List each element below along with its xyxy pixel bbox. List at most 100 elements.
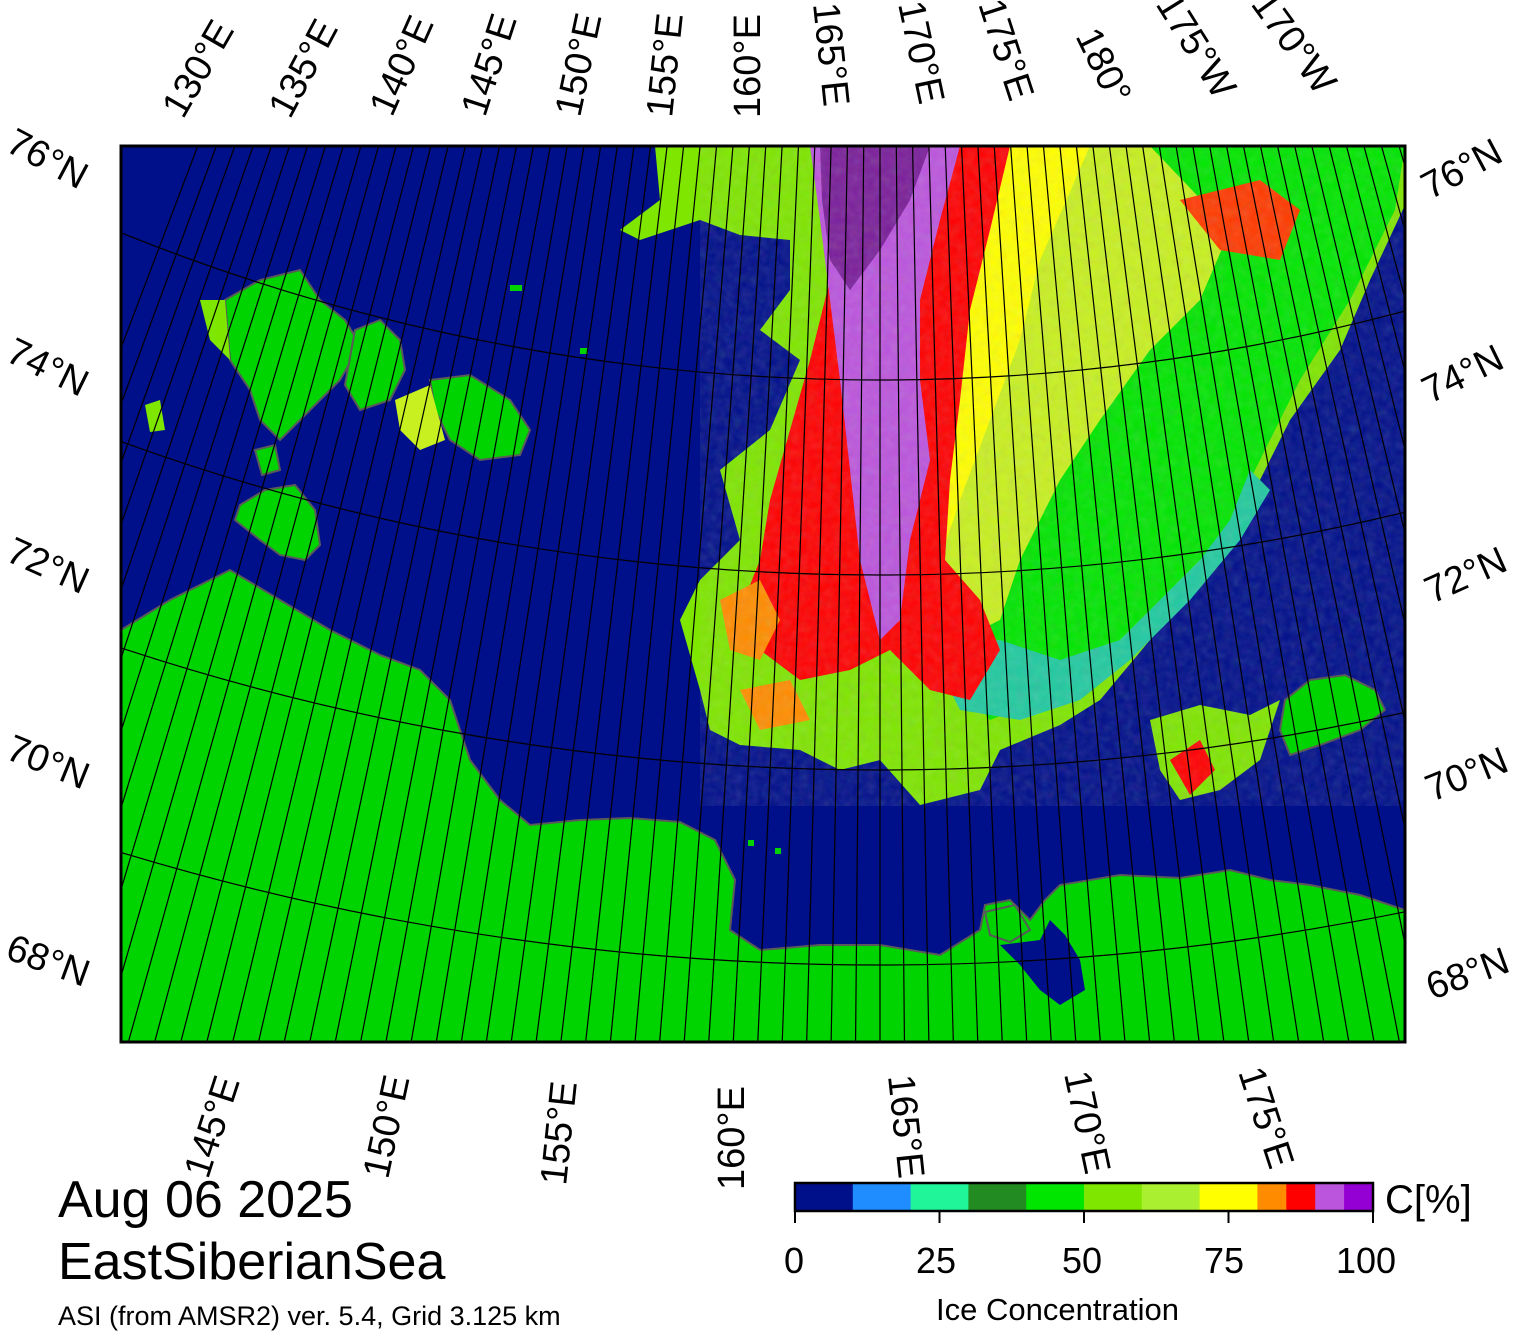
legend-unit: C[%] [1385, 1178, 1472, 1222]
date-label: Aug 06 2025 [58, 1171, 353, 1229]
meridian-line [806, 146, 832, 1042]
colorbar-segment [1257, 1183, 1287, 1211]
meridian-line [1380, 146, 1405, 233]
colorbar-segment [1026, 1183, 1085, 1211]
top-lon-label: 170°E [889, 0, 952, 108]
map-area [121, 146, 1405, 1042]
top-lon-label: 150°E [548, 9, 611, 119]
meridian-line [127, 146, 380, 1042]
small-islet-west [145, 400, 165, 432]
right-lat-label: 76°N [1415, 131, 1510, 208]
meridian-line [121, 146, 344, 892]
islet-b [510, 285, 522, 291]
source-label: ASI (from AMSR2) ver. 5.4, Grid 3.125 km [58, 1301, 561, 1331]
meridian-line [283, 146, 484, 1042]
meridian-line [1209, 146, 1375, 1042]
strip-island [395, 385, 445, 450]
meridian-line [1363, 146, 1405, 301]
meridian-line [385, 146, 551, 1042]
colorbar-tick-label: 0 [784, 1240, 805, 1281]
meridian-line [232, 146, 449, 1042]
meridian-line [781, 146, 816, 1042]
colorbar-segment [852, 1183, 912, 1211]
meridian-line [1075, 146, 1175, 1042]
meridian-line [535, 146, 652, 1042]
left-lat-label: 70°N [1, 727, 95, 798]
bottom-lon-label: 150°E [356, 1071, 419, 1181]
colorbar-tick-label: 25 [916, 1240, 957, 1281]
right-lat-label: 70°N [1420, 740, 1514, 811]
colorbar-tick-label: 50 [1062, 1240, 1103, 1281]
bottom-lon-label: 165°E [879, 1073, 932, 1181]
ice-texture [700, 146, 1405, 806]
meridian-line [334, 146, 518, 1042]
islet-c [748, 840, 754, 846]
meridian-line [121, 146, 327, 811]
meridian-line [1142, 146, 1275, 1042]
colorbar-segment [1141, 1183, 1201, 1211]
bottom-lon-label: 170°E [1055, 1067, 1118, 1177]
meridian-line [830, 146, 848, 1042]
meridian-line [732, 146, 783, 1042]
colorbar-segment [1315, 1183, 1345, 1211]
meridian-line [1311, 146, 1405, 536]
meridian-line [1345, 146, 1405, 374]
meridian-line [1092, 146, 1200, 1042]
top-lon-label: 155°E [639, 11, 692, 119]
meridian-line [1276, 146, 1405, 725]
meridian-line [960, 146, 1003, 1042]
meridian-line [1108, 146, 1225, 1042]
meridian-line [1294, 146, 1405, 627]
meridian-line [912, 146, 930, 1042]
top-lon-label: 160°E [727, 14, 769, 118]
top-lon-label: 130°E [154, 13, 242, 124]
bottom-lon-label: 155°E [533, 1079, 586, 1187]
colorbar-segment [1286, 1183, 1316, 1211]
top-lon-label: 165°E [804, 1, 857, 109]
meridian-line [154, 146, 397, 1042]
chaun-bay [1000, 920, 1085, 1005]
bottom-lon-label: 145°E [177, 1071, 249, 1183]
bottom-lon-label: 160°E [711, 1086, 753, 1190]
meridian-line [1059, 146, 1151, 1042]
colorbar-segment [968, 1183, 1027, 1211]
meridian-line [360, 146, 535, 1042]
meridian-line [708, 146, 767, 1042]
meridian-line [121, 146, 362, 979]
meridian-line [1259, 146, 1405, 832]
meridian-line [977, 146, 1028, 1042]
meridian-line [1242, 146, 1405, 948]
meridian-line [121, 146, 309, 734]
fringe-kotelny [200, 300, 230, 360]
meridian-line [585, 146, 685, 1042]
wrangel-island [1278, 673, 1387, 757]
right-latitude-labels: 76°N 74°N 72°N 70°N 68°N [1415, 131, 1515, 1008]
meridian-line [309, 146, 501, 1042]
meridian-line [1158, 146, 1300, 1042]
meridian-line [410, 146, 568, 1042]
meridian-line [895, 146, 906, 1042]
meridian-line [609, 146, 701, 1042]
colorbar-segment [1199, 1183, 1258, 1211]
meridian-line [1042, 146, 1126, 1042]
top-lon-label: 175°E [969, 0, 1041, 106]
left-lat-label: 72°N [0, 530, 95, 603]
meridian-line [435, 146, 585, 1042]
legend-title: Ice Concentration [936, 1292, 1179, 1327]
top-lon-label: 145°E [454, 9, 526, 121]
meridian-line [1225, 146, 1400, 1042]
top-lon-label: 170°W [1243, 0, 1344, 102]
right-lat-label: 74°N [1416, 337, 1511, 412]
meridian-line [928, 146, 954, 1042]
new-siberia-island [428, 373, 532, 462]
left-lat-label: 68°N [1, 927, 95, 996]
left-latitude-labels: 76°N 74°N 72°N 70°N 68°N [0, 121, 95, 996]
meridian-line [1328, 146, 1405, 452]
colorbar-segment [910, 1183, 969, 1211]
meridian-line [121, 146, 273, 592]
bottom-lon-label: 175°E [1229, 1062, 1301, 1174]
colorbar-segment [1344, 1183, 1374, 1211]
islet-a [580, 348, 588, 354]
map-frame [119, 144, 1407, 1044]
